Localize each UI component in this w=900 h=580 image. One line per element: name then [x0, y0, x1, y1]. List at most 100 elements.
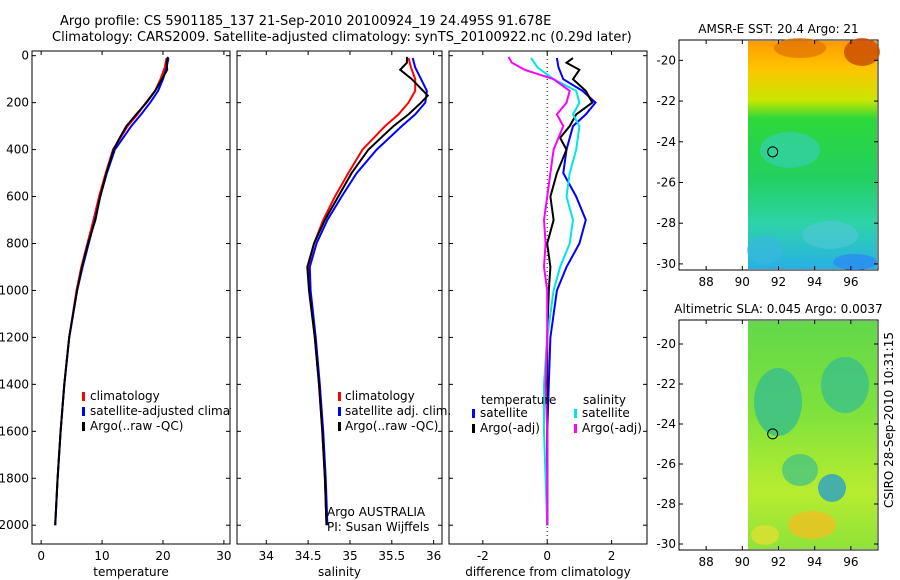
salinity-legend-label: Argo(..raw -QC): [345, 419, 438, 433]
difference-legend-heading: salinity: [583, 393, 626, 407]
sst-map-xtick-label: 88: [698, 275, 713, 289]
sla-low-patch: [782, 454, 818, 486]
difference-xtick-label: 0: [543, 549, 551, 563]
temperature-ytick-label: 1600: [0, 424, 29, 438]
temperature-ytick-label: 1200: [0, 330, 29, 344]
sla-map-ytick-label: -26: [656, 457, 676, 471]
sst-map-panel: [678, 38, 880, 271]
sla-map-xtick-label: 96: [843, 555, 858, 569]
temperature-ytick-label: 2000: [0, 518, 29, 532]
difference-xlabel: difference from climatology: [465, 565, 631, 579]
salinity-xtick-label: 34.5: [295, 549, 322, 563]
salinity-series-line: [306, 56, 430, 526]
salinity-legend-label: climatology: [345, 389, 415, 403]
sst-map-title: AMSR-E SST: 20.4 Argo: 21: [698, 22, 858, 36]
sla-map-ytick-label: -24: [656, 417, 676, 431]
temperature-ytick-label: 1400: [0, 377, 29, 391]
temperature-xtick-label: 20: [155, 549, 170, 563]
temperature-ytick-label: 600: [6, 190, 29, 204]
sst-map-xtick-label: 92: [771, 275, 786, 289]
sla-map-xtick-label: 94: [807, 555, 822, 569]
temperature-series-line: [54, 56, 169, 526]
temperature-panel: [31, 50, 231, 545]
temperature-legend-label: satellite-adjusted climatology: [90, 404, 268, 418]
salinity-axes-frame: [236, 50, 443, 545]
salinity-legend-swatch: [338, 407, 341, 416]
sla-low-patch: [821, 357, 869, 413]
sla-map-xtick-label: 92: [771, 555, 786, 569]
temperature-xtick-label: 30: [216, 549, 231, 563]
sla-low-patch: [754, 368, 802, 436]
temperature-ytick-label: 200: [6, 96, 29, 110]
difference-legend-swatch: [574, 424, 577, 433]
sla-low-patch: [818, 474, 846, 502]
difference-xtick-label: -2: [477, 549, 489, 563]
temperature-ytick-label: 1000: [0, 283, 29, 297]
temperature-ytick-label: 0: [21, 49, 29, 63]
sla-high-patch: [751, 525, 779, 545]
figure-title-line2: Climatology: CARS2009. Satellite-adjuste…: [52, 30, 632, 45]
sst-map-ytick-label: -24: [656, 135, 676, 149]
sla-map-ytick-label: -30: [656, 537, 676, 551]
difference-legend-swatch: [574, 409, 577, 418]
sst-cool-patch: [802, 221, 858, 249]
text-layer: 0 10 20 30temperature0200400600800100012001…: [0, 22, 896, 579]
sst-map-ytick-label: -26: [656, 175, 676, 189]
salinity-xtick-label: 35.5: [378, 549, 405, 563]
temperature-legend-label: climatology: [90, 389, 160, 403]
salinity-xtick-label: 35: [342, 549, 357, 563]
sst-map-argo-marker: [767, 146, 779, 158]
sla-field: [748, 321, 877, 549]
sla-high-patch: [788, 511, 836, 539]
salinity-annotation-line: PI: Susan Wijffels: [327, 520, 429, 534]
difference-legend-swatch: [472, 409, 475, 418]
temperature-ytick-label: 1800: [0, 471, 29, 485]
difference-legend-label: Argo(-adj): [480, 421, 540, 435]
sst-warm-patch: [844, 38, 880, 66]
sla-map-ytick-label: -20: [656, 337, 676, 351]
sst-cool-patch: [760, 132, 820, 168]
difference-xtick-label: 2: [608, 549, 616, 563]
chart-layer: [32, 40, 878, 550]
sla-map-xtick-label: 88: [698, 555, 713, 569]
salinity-xtick-label: 34: [259, 549, 274, 563]
sst-map-xtick-label: 90: [735, 275, 750, 289]
sla-map-xtick-label: 90: [735, 555, 750, 569]
sst-map-ytick-label: -30: [656, 257, 676, 271]
sla-map-ytick-label: -28: [656, 497, 676, 511]
sst-map-xtick-label: 94: [807, 275, 822, 289]
temperature-ytick-label: 400: [6, 143, 29, 157]
salinity-xtick-label: 36: [426, 549, 441, 563]
difference-legend-label: satellite: [582, 406, 630, 420]
salinity-legend-swatch: [338, 422, 341, 431]
temperature-axes-frame: [31, 50, 231, 545]
salinity-annotation-line: Argo AUSTRALIA: [327, 505, 426, 519]
temperature-ytick-label: 800: [6, 237, 29, 251]
salinity-panel: [236, 50, 443, 545]
temperature-legend-swatch: [82, 407, 85, 416]
sst-warm-patch: [774, 38, 826, 58]
difference-legend-heading: temperature: [481, 393, 556, 407]
temperature-xtick-label: 0: [37, 549, 45, 563]
difference-series-line: [507, 56, 571, 526]
salinity-legend-label: satellite adj. clim.: [345, 404, 451, 418]
sst-cool-patch: [747, 236, 783, 264]
difference-legend-swatch: [472, 424, 475, 433]
sst-map-ytick-label: -28: [656, 216, 676, 230]
sla-map-argo-marker: [767, 428, 779, 440]
salinity-legend-swatch: [338, 392, 341, 401]
temperature-xlabel: temperature: [93, 565, 168, 579]
difference-legend-label: Argo(-adj): [582, 421, 642, 435]
figure-title-line1: Argo profile: CS 5901185_137 21-Sep-2010…: [60, 14, 552, 29]
salinity-xlabel: salinity: [318, 565, 361, 579]
temperature-legend-swatch: [82, 422, 85, 431]
difference-series-line: [546, 57, 597, 526]
figure-credit: CSIRO 28-Sep-2010 10:31:15: [882, 332, 896, 508]
sst-cool-patch: [833, 254, 877, 270]
temperature-legend-label: Argo(..raw -QC): [90, 419, 183, 433]
difference-series-line: [546, 57, 594, 526]
sla-map-title: Altimetric SLA: 0.045 Argo: 0.0037: [674, 302, 882, 316]
sst-map-xtick-label: 96: [843, 275, 858, 289]
sla-map-panel: [678, 319, 879, 551]
